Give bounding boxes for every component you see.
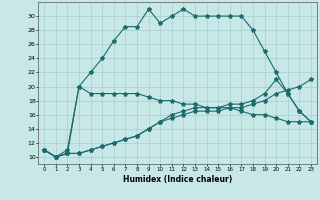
X-axis label: Humidex (Indice chaleur): Humidex (Indice chaleur) <box>123 175 232 184</box>
